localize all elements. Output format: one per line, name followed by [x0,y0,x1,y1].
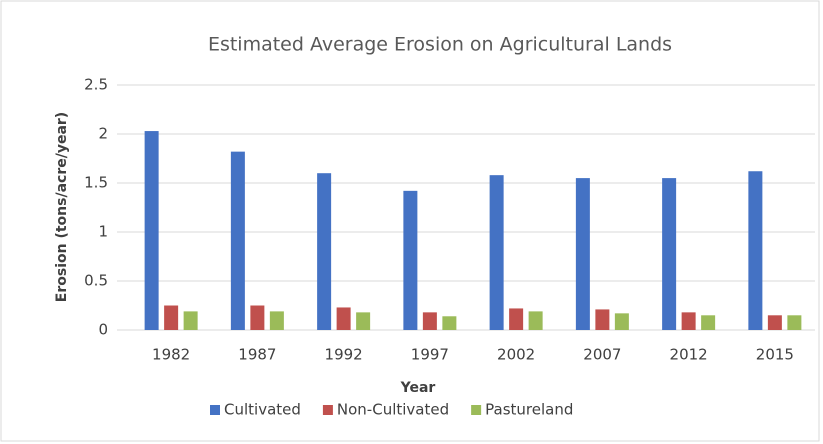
x-tick-label: 1987 [238,346,276,364]
bar [509,308,524,330]
y-tick-label: 2.5 [84,76,108,94]
x-tick-label: 1997 [411,346,449,364]
bar [767,315,782,330]
bar [701,315,716,330]
bar [336,307,351,330]
chart-title: Estimated Average Erosion on Agricultura… [208,34,672,56]
bar [250,305,265,330]
bar [528,311,543,330]
bar [614,313,629,330]
y-tick-label: 1.5 [84,174,108,192]
bar [787,315,802,330]
legend-swatch [322,405,333,415]
x-tick-label: 2012 [670,346,708,364]
bar [356,312,371,330]
x-tick-label: 2015 [756,346,794,364]
bar [269,311,284,330]
bar [422,312,437,330]
y-tick-label: 1 [98,223,108,241]
bar [317,173,332,330]
y-axis-title: Erosion (tons/acre/year) [54,112,70,302]
bar [442,316,457,330]
x-tick-label: 2002 [497,346,535,364]
bar [403,190,418,330]
bar [662,178,677,330]
bar [681,312,696,330]
bar [230,151,245,330]
bar [748,171,763,330]
bar [575,178,590,330]
legend-swatch [210,405,220,415]
legend-label: Non-Cultivated [337,401,449,419]
legend-label: Pastureland [485,401,573,419]
bar [144,131,159,330]
y-tick-label: 0.5 [84,272,108,290]
bar [183,311,198,330]
legend-swatch [471,405,482,415]
x-axis-title: Year [400,380,436,396]
bar [164,305,179,330]
y-tick-label: 2 [98,125,108,143]
y-tick-label: 0 [98,321,108,339]
legend-label: Cultivated [224,401,301,419]
bar [489,175,504,330]
bar [595,309,610,330]
x-tick-label: 2007 [583,346,621,364]
x-tick-label: 1982 [152,346,190,364]
x-tick-label: 1992 [325,346,363,364]
